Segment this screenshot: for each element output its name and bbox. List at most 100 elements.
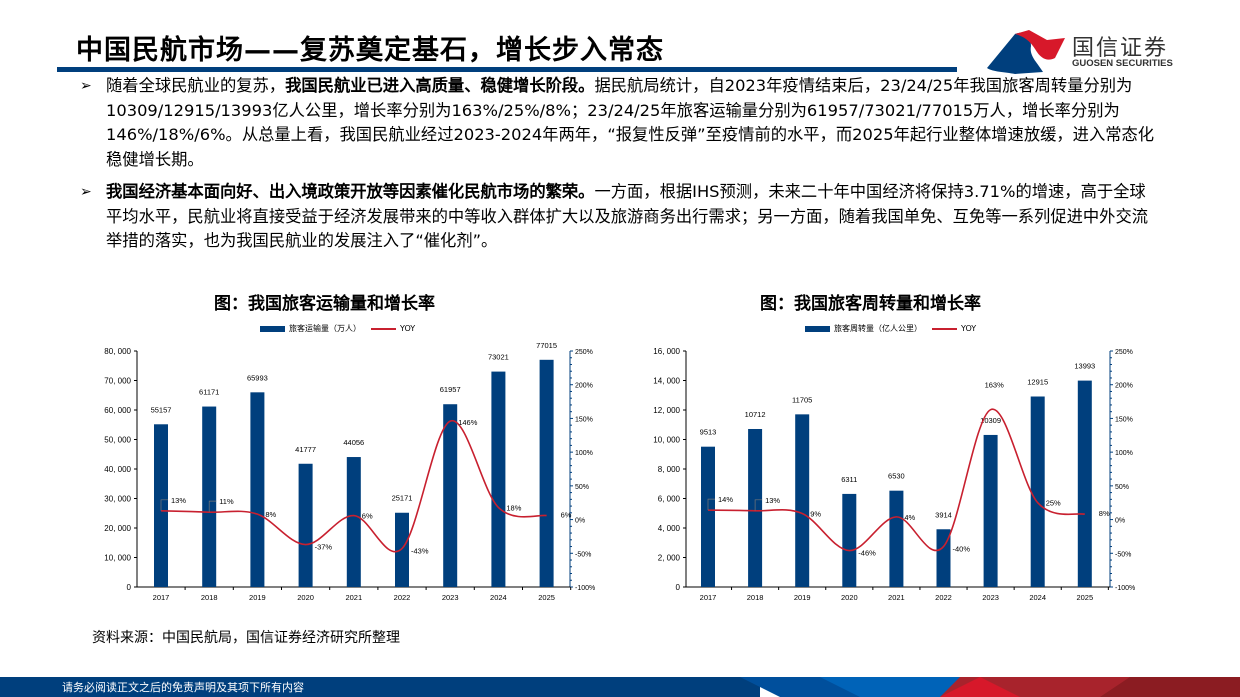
bar-value-label: 10712: [745, 410, 766, 419]
bullet-bold: 我国民航业已进入高质量、稳健增长阶段。: [285, 76, 595, 95]
right-axis-tick: 50%: [575, 484, 589, 491]
logo-text-cn: 国信证券: [1072, 36, 1169, 61]
chart-title-passenger-volume: 图：我国旅客运输量和增长率: [214, 294, 435, 314]
x-axis-label: 2023: [982, 593, 999, 602]
yoy-value-label: 6%: [561, 511, 572, 520]
logo-text-en: GUOSEN SECURITIES: [1072, 58, 1173, 69]
left-axis-tick: 40, 000: [104, 465, 131, 474]
left-axis-tick: 80, 000: [104, 347, 131, 356]
bullet-item: ➢ 随着全球民航业的复苏，我国民航业已进入高质量、稳健增长阶段。据民航局统计，自…: [80, 74, 1160, 172]
footer-disclaimer: 请务必阅读正文之后的免责声明及其项下所有内容: [62, 681, 304, 694]
bar-value-label: 6530: [888, 472, 905, 481]
yoy-value-label: 11%: [219, 497, 234, 506]
left-axis-tick: 0: [676, 583, 681, 592]
bar: [539, 359, 554, 587]
bar-value-label: 41777: [295, 445, 316, 454]
yoy-value-label: -40%: [953, 545, 971, 554]
yoy-value-label: 146%: [458, 418, 478, 427]
left-axis-tick: 16, 000: [653, 347, 680, 356]
left-axis-tick: 10, 000: [104, 554, 131, 563]
right-axis-tick: 100%: [575, 450, 593, 457]
right-axis-tick: 250%: [1115, 349, 1133, 356]
right-axis-tick: 150%: [575, 416, 593, 423]
x-axis-label: 2017: [153, 593, 170, 602]
yoy-value-label: 163%: [985, 381, 1005, 390]
bar-value-label: 73021: [488, 353, 509, 362]
right-axis-tick: 200%: [1115, 383, 1133, 390]
bar-value-label: 13993: [1074, 362, 1095, 371]
left-axis-tick: 60, 000: [104, 406, 131, 415]
x-axis-label: 2017: [700, 593, 717, 602]
chart-legend: 旅客周转量（亿人公里） YOY: [805, 323, 976, 334]
title-underline: [57, 67, 957, 72]
x-axis-label: 2021: [345, 593, 362, 602]
yoy-value-label: 13%: [171, 496, 186, 505]
chart-title-passenger-turnover: 图：我国旅客周转量和增长率: [760, 294, 981, 314]
footer-banner: [0, 677, 1240, 697]
bar-value-label: 55157: [151, 405, 172, 414]
right-axis-tick: 50%: [1115, 484, 1129, 491]
bar: [491, 371, 506, 587]
bullet-lead: 随着全球民航业的复苏，: [106, 76, 286, 95]
guosen-logo-icon: [987, 30, 1065, 74]
left-axis-tick: 10, 000: [653, 436, 680, 445]
bullet-rest: 一方面，根据IHS预测，未来二十年中国经济将保持3.71%的增速，高于全球平均水…: [106, 182, 1149, 250]
source-note: 资料来源：中国民航局，国信证券经济研究所整理: [92, 630, 400, 646]
legend-line-label: YOY: [961, 324, 977, 333]
bar: [346, 457, 361, 587]
x-axis-label: 2024: [490, 593, 507, 602]
bar-value-label: 6311: [841, 475, 857, 484]
left-axis-tick: 2, 000: [658, 554, 681, 563]
yoy-value-label: 13%: [765, 496, 780, 505]
bar-value-label: 11705: [792, 395, 812, 404]
right-axis-tick: 250%: [575, 349, 593, 356]
right-axis-tick: -50%: [575, 551, 591, 558]
right-axis-tick: 100%: [1115, 450, 1133, 457]
left-axis-tick: 70, 000: [104, 377, 131, 386]
x-axis-label: 2020: [841, 593, 858, 602]
bullet-bold: 我国经济基本面向好、出入境政策开放等因素催化民航市场的繁荣。: [106, 182, 595, 201]
bullet-list: ➢ 随着全球民航业的复苏，我国民航业已进入高质量、稳健增长阶段。据民航局统计，自…: [80, 74, 1160, 262]
right-axis-tick: 0%: [575, 518, 585, 525]
bar: [842, 493, 857, 587]
bar-value-label: 61171: [199, 388, 219, 397]
bar-value-label: 10309: [980, 416, 1001, 425]
x-axis-label: 2020: [297, 593, 314, 602]
x-axis-label: 2024: [1029, 593, 1046, 602]
yoy-value-label: 9%: [810, 510, 821, 519]
chart-legend: 旅客运输量（万人） YOY: [260, 323, 415, 334]
left-axis-tick: 0: [127, 583, 132, 592]
bar: [250, 392, 265, 587]
bullet-rest: 据民航局统计，自2023年疫情结束后，23/24/25年我国旅客周转量分别为10…: [106, 76, 1155, 169]
bar-value-label: 9513: [700, 428, 717, 437]
bar: [1030, 396, 1045, 587]
x-axis-label: 2021: [888, 593, 905, 602]
bar-value-label: 77015: [536, 341, 557, 350]
bar: [298, 463, 313, 587]
x-axis-label: 2018: [747, 593, 764, 602]
bar: [443, 404, 458, 587]
x-axis-label: 2022: [394, 593, 411, 602]
bar: [795, 414, 810, 587]
x-axis-label: 2018: [201, 593, 218, 602]
bar-value-label: 3914: [935, 510, 952, 519]
left-axis-tick: 12, 000: [653, 406, 680, 415]
legend-line-swatch: [371, 327, 396, 330]
bar-value-label: 61957: [440, 385, 461, 394]
legend-bar-swatch: [805, 325, 830, 332]
bar: [936, 529, 951, 587]
right-axis-tick: 200%: [575, 383, 593, 390]
left-axis-tick: 4, 000: [658, 524, 681, 533]
right-axis-tick: 150%: [1115, 416, 1133, 423]
x-axis-label: 2019: [249, 593, 266, 602]
yoy-value-label: 14%: [718, 495, 733, 504]
right-axis-tick: -100%: [1115, 585, 1135, 592]
bar: [889, 490, 904, 587]
right-axis-tick: -100%: [575, 585, 595, 592]
bar-value-label: 25171: [392, 494, 413, 503]
right-axis-tick: 0%: [1115, 518, 1125, 525]
bullet-item: ➢ 我国经济基本面向好、出入境政策开放等因素催化民航市场的繁荣。一方面，根据IH…: [80, 180, 1160, 254]
x-axis-label: 2023: [442, 593, 459, 602]
